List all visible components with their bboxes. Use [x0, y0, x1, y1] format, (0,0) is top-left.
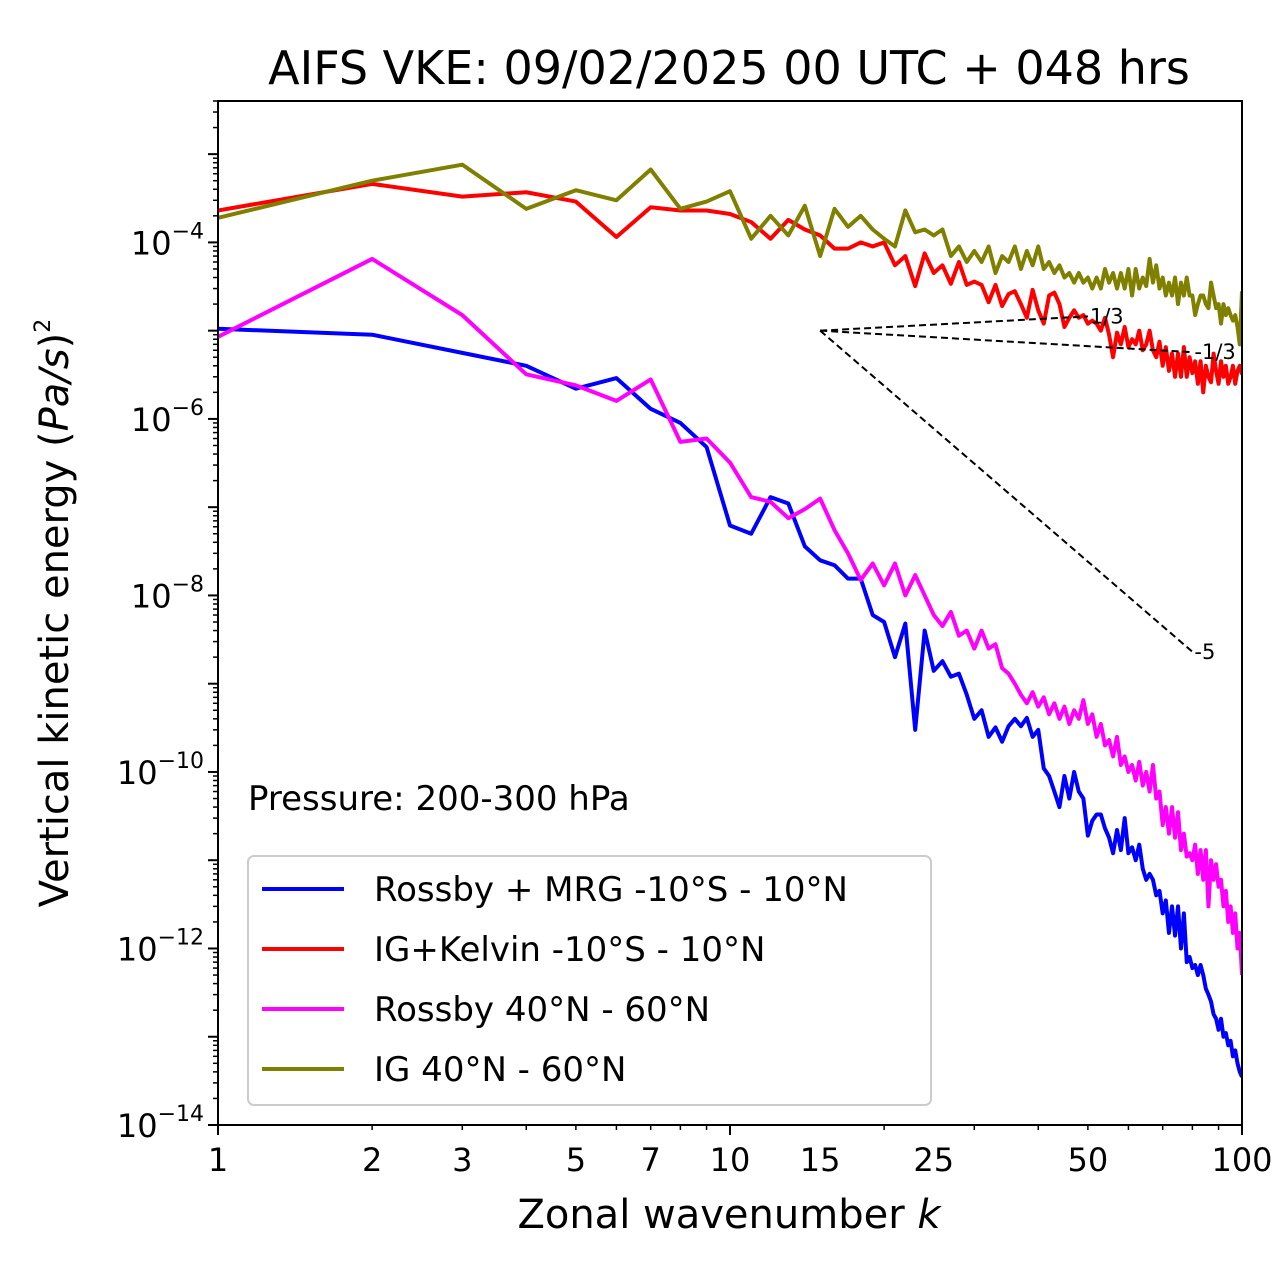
x-tick-label-3: 5 — [566, 1141, 586, 1179]
reference-line-2 — [819, 329, 1194, 653]
reference-lines: 1/3 -1/3 -5 — [819, 304, 1236, 664]
x-tick-label-8: 50 — [1068, 1141, 1109, 1179]
x-tick-label-0: 1 — [208, 1141, 228, 1179]
reference-label-0: 1/3 — [1090, 304, 1124, 328]
y-tick-label-5: 10−14 — [117, 1102, 204, 1145]
legend-box — [247, 855, 932, 1106]
reference-line-1 — [820, 329, 1193, 354]
chart-title: AIFS VKE: 09/02/2025 00 UTC + 048 hrs — [268, 41, 1190, 95]
legend-label-0: Rossby + MRG -10°S - 10°N — [374, 870, 848, 910]
legend-label-1: IG+Kelvin -10°S - 10°N — [374, 930, 765, 970]
reference-label-1: -1/3 — [1194, 340, 1235, 364]
y-tick-label-3: 10−10 — [117, 749, 204, 792]
legend: Rossby + MRG -10°S - 10°N IG+Kelvin -10°S… — [247, 855, 932, 1106]
series-line-2 — [218, 256, 1242, 976]
x-tick-label-9: 100 — [1211, 1141, 1272, 1179]
series-line-3 — [218, 162, 1242, 347]
x-tick-label-7: 25 — [913, 1141, 954, 1179]
y-axis-label: Vertical kinetic energy (Pa/s)2 — [31, 319, 78, 907]
x-axis: 1 2 3 5 7 10 15 25 50 100 — [208, 1125, 1273, 1179]
x-tick-label-2: 3 — [452, 1141, 472, 1179]
series-layer — [218, 162, 1242, 1078]
x-tick-label-6: 15 — [800, 1141, 841, 1179]
y-axis: 10−4 10−6 10−8 10−10 10−12 10−14 — [117, 100, 218, 1145]
legend-label-2: Rossby 40°N - 60°N — [374, 990, 710, 1030]
y-tick-label-1: 10−6 — [131, 396, 204, 439]
reference-line-0 — [820, 315, 1088, 332]
x-tick-label-4: 7 — [641, 1141, 661, 1179]
y-tick-label-2: 10−8 — [131, 572, 204, 615]
series-line-0 — [218, 326, 1242, 1078]
pressure-annotation: Pressure: 200-300 hPa — [248, 779, 630, 819]
x-axis-label: Zonal wavenumber k — [517, 1192, 942, 1238]
y-tick-label-4: 10−12 — [117, 925, 204, 968]
x-tick-label-1: 2 — [362, 1141, 382, 1179]
series-line-1 — [218, 181, 1242, 395]
reference-label-2: -5 — [1194, 640, 1215, 664]
y-tick-label-0: 10−4 — [131, 219, 204, 262]
legend-label-3: IG 40°N - 60°N — [374, 1050, 626, 1090]
x-tick-label-5: 10 — [710, 1141, 751, 1179]
